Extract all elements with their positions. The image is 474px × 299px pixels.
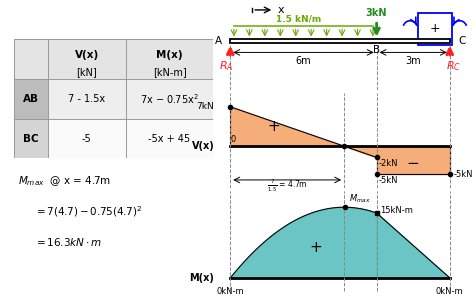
Text: $\frac{7}{1.5}$ = 4.7m: $\frac{7}{1.5}$ = 4.7m bbox=[267, 178, 307, 194]
Text: [kN-m]: [kN-m] bbox=[153, 67, 186, 77]
Text: +: + bbox=[268, 119, 281, 134]
Text: -5x + 45: -5x + 45 bbox=[148, 134, 191, 144]
Text: V(x): V(x) bbox=[75, 50, 99, 60]
Text: M(x): M(x) bbox=[190, 273, 214, 283]
Text: 0kN-m: 0kN-m bbox=[217, 286, 244, 295]
Bar bbox=[48, 119, 213, 158]
Bar bbox=[14, 79, 48, 119]
Text: $M_{max}$: $M_{max}$ bbox=[348, 193, 371, 205]
Bar bbox=[14, 119, 48, 158]
Text: 7kN: 7kN bbox=[197, 102, 214, 111]
Bar bbox=[418, 13, 452, 45]
Text: [kN]: [kN] bbox=[76, 67, 97, 77]
Text: $M_{max}$  @ x = 4.7m: $M_{max}$ @ x = 4.7m bbox=[18, 175, 111, 188]
Text: -5: -5 bbox=[82, 134, 92, 144]
Bar bbox=[230, 39, 450, 43]
Text: $R_C$: $R_C$ bbox=[446, 60, 461, 73]
Text: C: C bbox=[458, 36, 465, 46]
Text: AB: AB bbox=[23, 94, 39, 104]
Text: 3m: 3m bbox=[405, 56, 421, 65]
Text: $= 7(4.7) - 0.75(4.7)^2$: $= 7(4.7) - 0.75(4.7)^2$ bbox=[34, 205, 142, 219]
Text: +: + bbox=[429, 22, 440, 35]
Text: 0: 0 bbox=[230, 135, 236, 144]
Text: B: B bbox=[373, 45, 380, 55]
Text: x: x bbox=[278, 5, 284, 15]
Text: V(x): V(x) bbox=[191, 141, 214, 151]
Text: 0kN-m: 0kN-m bbox=[436, 286, 464, 295]
Text: BC: BC bbox=[23, 134, 39, 144]
Text: −: − bbox=[407, 155, 419, 170]
Text: -5kN: -5kN bbox=[454, 170, 473, 179]
Text: $= 16.3kN \cdot m$: $= 16.3kN \cdot m$ bbox=[34, 236, 102, 248]
Text: 7 - 1.5x: 7 - 1.5x bbox=[68, 94, 105, 104]
Bar bbox=[14, 39, 213, 79]
Text: +: + bbox=[309, 240, 322, 255]
Text: 3kN: 3kN bbox=[366, 8, 387, 18]
Text: -2kN: -2kN bbox=[379, 158, 399, 167]
Text: A: A bbox=[215, 36, 222, 46]
Text: -5kN: -5kN bbox=[379, 176, 399, 185]
Text: $R_A$: $R_A$ bbox=[219, 60, 234, 73]
Text: 1.5 kN/m: 1.5 kN/m bbox=[276, 15, 321, 24]
Bar bbox=[48, 79, 213, 119]
Text: 7x $-$ 0.75x$^2$: 7x $-$ 0.75x$^2$ bbox=[140, 92, 199, 106]
Text: 15kN-m: 15kN-m bbox=[380, 206, 413, 215]
Text: M(x): M(x) bbox=[156, 50, 183, 60]
Text: 6m: 6m bbox=[296, 56, 311, 65]
